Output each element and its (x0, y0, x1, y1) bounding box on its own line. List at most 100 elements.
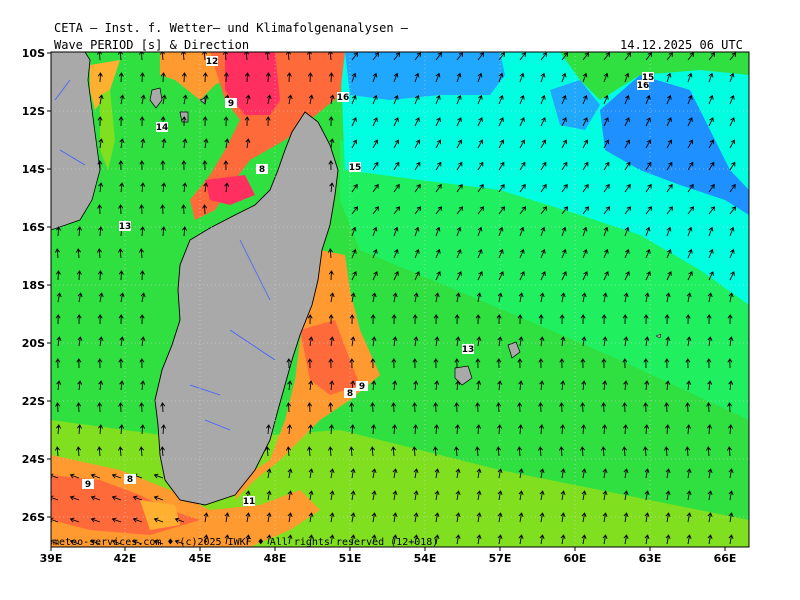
direction-arrow (645, 161, 652, 171)
direction-arrow (476, 380, 482, 391)
direction-arrow (329, 468, 335, 479)
direction-arrow (665, 336, 671, 347)
lon-tick-label: 42E (114, 552, 137, 565)
direction-arrow (414, 117, 420, 127)
direction-arrow (477, 52, 485, 61)
direction-arrow (602, 292, 608, 303)
isoline-label: 9 (85, 480, 91, 490)
direction-arrow (414, 94, 420, 105)
direction-arrow (98, 182, 104, 193)
direction-arrow (140, 226, 146, 237)
direction-arrow (728, 292, 734, 303)
direction-arrow (729, 139, 736, 149)
direction-arrow (602, 380, 608, 391)
direction-arrow (601, 314, 607, 325)
direction-arrow (498, 206, 506, 215)
direction-arrow (223, 160, 229, 171)
direction-arrow (412, 314, 418, 325)
direction-arrow (687, 271, 693, 281)
direction-arrow (308, 512, 314, 523)
direction-arrow (539, 336, 545, 347)
period-zone-east-coast (235, 250, 380, 500)
direction-arrow (561, 271, 567, 281)
direction-arrow (456, 94, 462, 105)
direction-arrow (540, 183, 547, 193)
direction-arrow (434, 534, 440, 545)
lat-tick-label: 26S (22, 511, 45, 524)
direction-arrow (244, 72, 250, 83)
direction-arrow (98, 336, 104, 347)
direction-arrow (97, 314, 103, 325)
direction-arrow (581, 336, 587, 347)
direction-arrow (686, 490, 692, 501)
direction-arrow (687, 183, 694, 193)
direction-arrow (623, 534, 629, 545)
direction-arrow (119, 182, 125, 193)
direction-arrow (55, 314, 61, 325)
direction-arrow (90, 539, 101, 545)
direction-arrow (477, 226, 483, 237)
direction-arrow (497, 292, 503, 303)
isoline-label: 16 (337, 93, 350, 103)
direction-arrow (623, 336, 629, 347)
direction-arrow (392, 380, 398, 391)
isoline-label-bg (124, 474, 136, 484)
direction-arrow (76, 270, 82, 281)
direction-arrow (518, 336, 524, 347)
direction-arrow (561, 161, 568, 171)
africa-rivers (54, 79, 86, 166)
direction-arrow (708, 139, 715, 149)
direction-arrow (350, 336, 356, 347)
direction-arrow (705, 446, 711, 457)
direction-arrow (456, 72, 462, 83)
direction-arrow (582, 139, 589, 149)
direction-arrow (560, 468, 566, 479)
direction-arrow (707, 336, 713, 347)
direction-arrow (77, 292, 83, 303)
direction-arrow (456, 117, 462, 127)
isoline-label-bg (119, 221, 131, 231)
direction-arrow (351, 248, 357, 259)
direction-arrow (456, 183, 463, 193)
direction-arrow (603, 226, 609, 237)
isoline-label-bg (156, 122, 168, 132)
direction-arrow (707, 380, 713, 391)
lat-tick-label: 16S (22, 221, 45, 234)
isoline-label-bg (82, 479, 94, 489)
direction-arrow (411, 446, 417, 457)
direction-arrow (665, 534, 671, 545)
direction-arrow (728, 380, 734, 391)
direction-arrow (644, 512, 650, 523)
rodrigues-island (655, 333, 662, 339)
period-zone-8-9-north (225, 52, 280, 115)
direction-arrow (476, 292, 482, 303)
direction-arrow (119, 94, 125, 105)
direction-arrow (413, 380, 419, 391)
direction-arrow (707, 424, 713, 435)
direction-arrow (119, 292, 125, 303)
direction-arrow (54, 248, 60, 259)
direction-arrow (582, 248, 588, 259)
direction-arrow (498, 161, 505, 171)
direction-arrow (561, 139, 568, 149)
direction-arrow (350, 292, 356, 303)
direction-arrow (75, 248, 81, 259)
direction-arrow (349, 314, 355, 325)
direction-arrow (392, 534, 398, 545)
direction-arrow (707, 512, 713, 523)
direction-arrow (372, 52, 380, 61)
direction-arrow (474, 446, 480, 457)
direction-arrow (413, 424, 419, 435)
direction-arrow (69, 539, 80, 545)
direction-arrow (328, 314, 334, 325)
direction-arrow (97, 270, 103, 281)
direction-arrow (393, 248, 399, 259)
direction-arrow (118, 402, 124, 413)
direction-arrow (182, 94, 188, 105)
period-zone-16-east (600, 75, 749, 215)
madagascar-landmass (154, 111, 339, 506)
direction-arrow (644, 534, 650, 545)
isoline-label-bg (243, 496, 255, 506)
direction-arrow (435, 161, 442, 171)
direction-arrow (370, 402, 376, 413)
